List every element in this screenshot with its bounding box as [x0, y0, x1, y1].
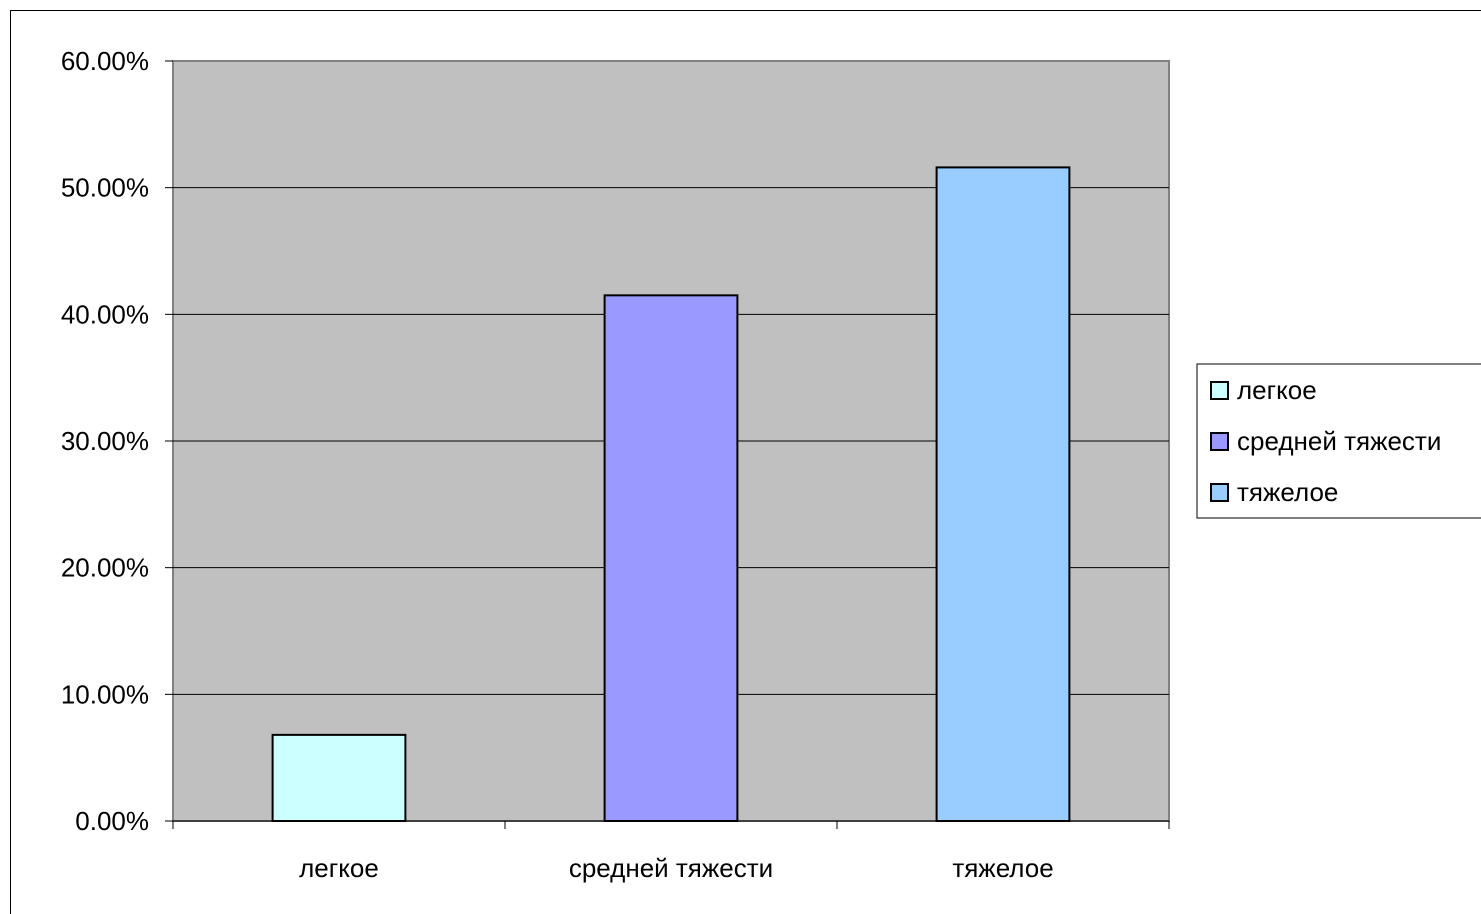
y-tick-label: 20.00% [61, 553, 149, 583]
y-tick-label: 50.00% [61, 173, 149, 203]
y-tick-label: 30.00% [61, 426, 149, 456]
y-tick-label: 10.00% [61, 679, 149, 709]
bar [603, 294, 739, 823]
legend-swatch [1210, 381, 1229, 400]
bar [271, 733, 407, 822]
bar [935, 166, 1071, 822]
x-axis: легкое средней тяжести тяжелое [172, 821, 1170, 883]
legend-label: легкое [1237, 375, 1317, 405]
legend-label: средней тяжести [1237, 426, 1441, 456]
legend-box [1196, 363, 1481, 519]
y-tick-label: 0.00% [75, 806, 149, 836]
legend-swatch [1210, 483, 1229, 502]
legend-swatch [1210, 432, 1229, 451]
x-tick-label: тяжелое [952, 853, 1053, 883]
y-axis: 0.00% 10.00% 20.00% 30.00% 40.00% 50.00% 60.00… [61, 46, 173, 836]
legend-label: тяжелое [1237, 477, 1338, 507]
x-tick-label: средней тяжести [569, 853, 773, 883]
y-tick-label: 60.00% [61, 46, 149, 76]
legend: легкое средней тяжести тяжелое [1196, 363, 1481, 519]
x-tick-label: легкое [299, 853, 379, 883]
y-tick-label: 40.00% [61, 299, 149, 329]
bars [271, 166, 1071, 823]
